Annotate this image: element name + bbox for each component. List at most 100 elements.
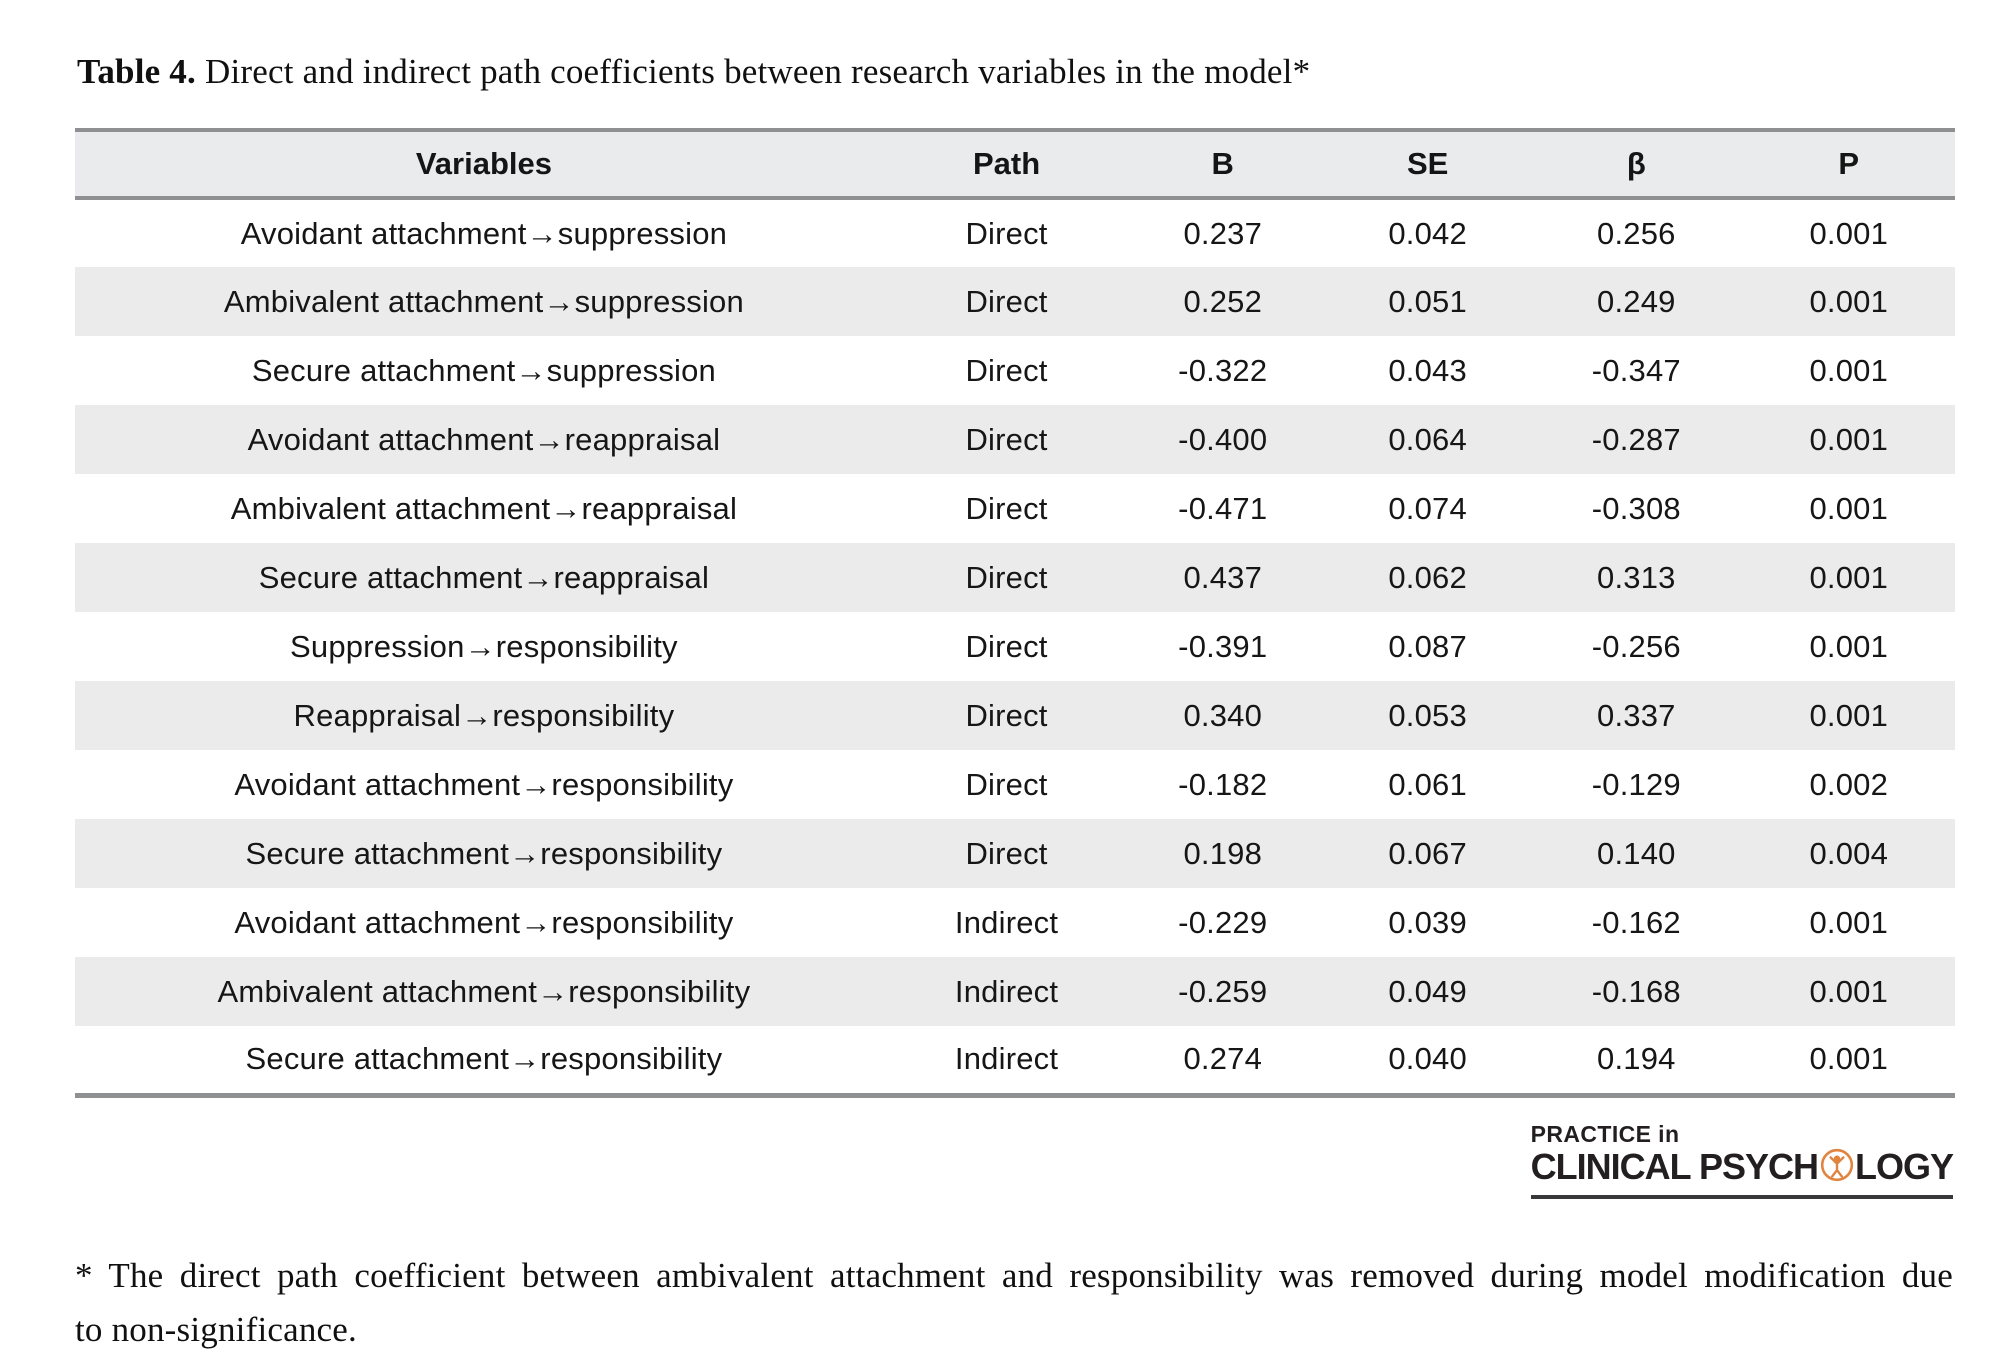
table-cell: Indirect <box>954 904 1059 940</box>
table-row: Secure attachment→responsibility Indirect… <box>75 1026 1955 1095</box>
table-cell: -0.182 <box>1178 766 1268 802</box>
table-row: Avoidant attachment→responsibility Direct… <box>75 750 1955 819</box>
table-cell: 0.043 <box>1388 352 1467 388</box>
journal-logo-line1: PRACTICE in <box>1530 1120 1680 1147</box>
table-row: Secure attachment→responsibility Direct 0.… <box>75 819 1955 888</box>
footnote-line1: * The direct path coefficient between am… <box>75 1256 1953 1296</box>
table-cell: -0.259 <box>1178 973 1268 1009</box>
table-cell: 0.067 <box>1388 835 1467 871</box>
table-cell: 0.087 <box>1388 628 1467 664</box>
table-cell: -0.168 <box>1591 973 1681 1009</box>
table-cell: -0.322 <box>1178 352 1268 388</box>
column-header: β <box>1530 130 1743 200</box>
table-cell: 0.001 <box>1809 490 1889 526</box>
table-cell: 0.001 <box>1809 697 1889 733</box>
table-row: Suppression→responsibility Direct -0.391 0.… <box>75 612 1955 681</box>
footnote-line2: to non-significance. <box>75 1310 357 1350</box>
person-in-circle-icon <box>1820 1148 1854 1189</box>
table-cell: 0.140 <box>1597 835 1676 871</box>
header-row: Variables Path B SE β P <box>75 130 1955 200</box>
table-row: Secure attachment→reappraisal Direct 0.437… <box>75 543 1955 612</box>
table-cell: -0.308 <box>1591 490 1681 526</box>
journal-logo-line2-post: LOGY <box>1854 1146 1954 1188</box>
journal-logo-line2-pre: CLINICAL PSYCH <box>1530 1146 1819 1188</box>
table-cell: -0.129 <box>1591 766 1681 802</box>
table-cell: 0.274 <box>1183 1041 1263 1077</box>
table-cell: 0.001 <box>1809 421 1889 457</box>
table-cell: Direct <box>965 766 1048 802</box>
table-cell: Secure attachment→suppression <box>251 352 716 388</box>
table-cell: Direct <box>965 490 1048 526</box>
table-cell: -0.347 <box>1591 352 1681 388</box>
table-cell: Ambivalent attachment→reappraisal <box>230 490 738 526</box>
table-cell: 0.337 <box>1597 697 1676 733</box>
table-cell: Reappraisal→responsibility <box>293 697 675 733</box>
table-cell: -0.471 <box>1178 490 1268 526</box>
table-row: Ambivalent attachment→suppression Direct 0… <box>75 267 1955 336</box>
table-cell: 0.074 <box>1388 490 1467 526</box>
table-cell: 0.256 <box>1597 215 1676 251</box>
table-cell: -0.391 <box>1178 628 1268 664</box>
table-cell: Direct <box>965 421 1048 457</box>
table-cell: Secure attachment→reappraisal <box>258 559 710 595</box>
table-cell: Direct <box>965 628 1048 664</box>
table-cell: 0.051 <box>1388 283 1467 319</box>
table-cell: Direct <box>965 352 1048 388</box>
table-cell: 0.340 <box>1183 697 1263 733</box>
table-cell: Indirect <box>954 1041 1059 1077</box>
column-header: Variables <box>75 130 893 200</box>
table-cell: Avoidant attachment→responsibility <box>234 904 734 940</box>
table-cell: 0.001 <box>1809 352 1889 388</box>
table-cell: 0.194 <box>1597 1041 1676 1077</box>
column-header: Path <box>892 130 1121 200</box>
table-cell: Avoidant attachment→responsibility <box>234 766 734 802</box>
table-row: Reappraisal→responsibility Direct 0.340 0.0… <box>75 681 1955 750</box>
table-caption: Table 4. Direct and indirect path coeffic… <box>77 52 1955 92</box>
footnote: * The direct path coefficient between am… <box>75 1249 1953 1357</box>
table-cell: 0.001 <box>1809 904 1889 940</box>
table-cell: 0.249 <box>1597 283 1676 319</box>
table-cell: Indirect <box>954 973 1059 1009</box>
table-row: Avoidant attachment→responsibility Indire… <box>75 888 1955 957</box>
table-body: Avoidant attachment→suppression Direct 0.2… <box>75 198 1955 1095</box>
table-cell: -0.400 <box>1178 421 1268 457</box>
table-cell: Avoidant attachment→suppression <box>240 215 728 251</box>
table-row: Ambivalent attachment→reappraisal Direct -… <box>75 474 1955 543</box>
table-cell: 0.252 <box>1183 283 1263 319</box>
table-row: Ambivalent attachment→responsibility Indi… <box>75 957 1955 1026</box>
table-cell: 0.064 <box>1388 421 1467 457</box>
column-header: SE <box>1325 130 1531 200</box>
table-cell: 0.002 <box>1809 766 1889 802</box>
table-cell: 0.001 <box>1809 973 1889 1009</box>
table-row: Avoidant attachment→suppression Direct 0.2… <box>75 198 1955 267</box>
table-cell: Ambivalent attachment→responsibility <box>217 973 751 1009</box>
table-cell: Direct <box>965 215 1048 251</box>
table-cell: 0.198 <box>1183 835 1263 871</box>
table-cell: 0.001 <box>1809 215 1889 251</box>
table-cell: -0.256 <box>1591 628 1681 664</box>
table-cell: -0.287 <box>1591 421 1681 457</box>
table-cell: Ambivalent attachment→suppression <box>223 283 744 319</box>
table-cell: 0.049 <box>1388 973 1467 1009</box>
table-caption-number: Table 4. <box>77 52 196 91</box>
table-cell: 0.001 <box>1809 1041 1889 1077</box>
table-cell: -0.162 <box>1591 904 1681 940</box>
journal-logo: PRACTICE in CLINICAL PSYCH LOGY <box>1530 1120 1954 1200</box>
table-cell: 0.040 <box>1388 1041 1467 1077</box>
table-cell: 0.062 <box>1388 559 1467 595</box>
table-cell: 0.437 <box>1183 559 1263 595</box>
table-cell: 0.061 <box>1388 766 1467 802</box>
column-header: P <box>1742 130 1955 200</box>
column-header: B <box>1120 130 1326 200</box>
table-cell: Direct <box>965 283 1048 319</box>
coefficients-table: Variables Path B SE β P Avoidant attachment→s… <box>75 128 1955 1098</box>
table-cell: 0.053 <box>1388 697 1467 733</box>
table-cell: 0.001 <box>1809 628 1889 664</box>
table-cell: 0.001 <box>1809 559 1889 595</box>
table-cell: 0.039 <box>1388 904 1467 940</box>
table-cell: 0.042 <box>1388 215 1467 251</box>
table-cell: Direct <box>965 835 1048 871</box>
table-row: Avoidant attachment→reappraisal Direct -0.… <box>75 405 1955 474</box>
table-caption-text: Direct and indirect path coefficients be… <box>204 52 1311 91</box>
